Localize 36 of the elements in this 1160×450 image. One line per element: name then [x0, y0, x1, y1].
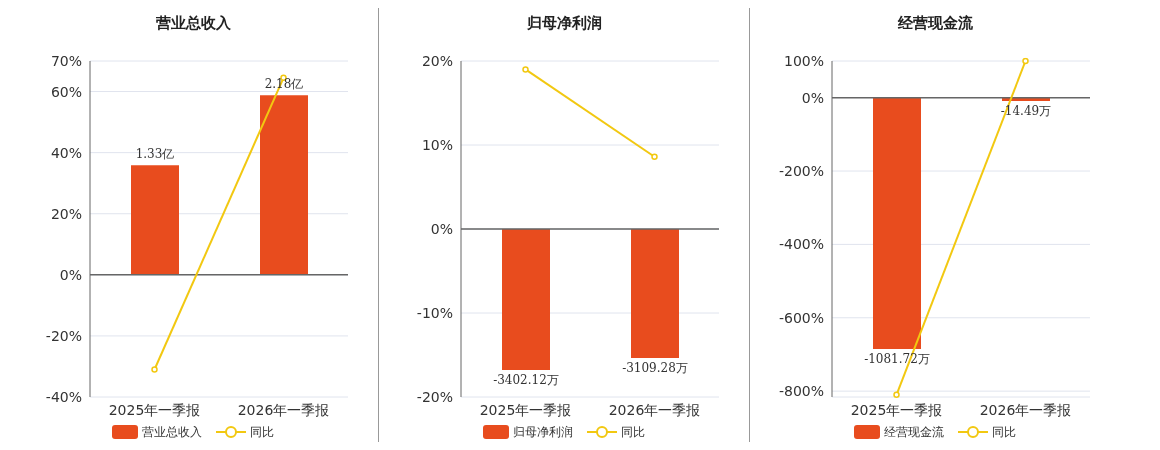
legend-label: 归母净利润 — [513, 423, 573, 441]
x-tick-label: 2025年一季报 — [108, 401, 201, 418]
y-tick-label: 0% — [59, 266, 82, 283]
chart-title: 归母净利润 — [525, 14, 603, 34]
x-tick-label: 2026年一季报 — [979, 401, 1072, 418]
y-tick-label: -20% — [416, 388, 453, 405]
y-tick-label: -10% — [416, 304, 453, 321]
y-tick-label: -800% — [778, 383, 824, 400]
x-tick-label: 2025年一季报 — [479, 401, 572, 418]
y-tick-label: 0% — [801, 89, 824, 106]
legend-label: 营业总收入 — [142, 423, 202, 441]
y-tick-label: 40% — [50, 144, 82, 161]
data-label: 1.33亿 — [135, 147, 175, 162]
chart-title: 营业总收入 — [154, 14, 232, 34]
y-tick-label: 0% — [430, 220, 453, 237]
y-tick-label: -40% — [45, 388, 82, 405]
x-tick-label: 2026年一季报 — [608, 401, 701, 418]
data-label: -3402.12万 — [493, 373, 559, 388]
y-tick-label: 20% — [421, 52, 453, 69]
y-tick-label: -200% — [778, 162, 824, 179]
chart-title: 经营现金流 — [896, 14, 974, 34]
y-tick-label: -400% — [778, 236, 824, 253]
legend-label: 同比 — [992, 423, 1016, 441]
y-tick-label: 60% — [50, 83, 82, 100]
x-tick-label: 2026年一季报 — [237, 401, 330, 418]
y-tick-label: 100% — [783, 52, 824, 69]
legend-label: 经营现金流 — [884, 423, 944, 441]
y-tick-label: 20% — [50, 205, 82, 222]
legend-label: 同比 — [621, 423, 645, 441]
y-tick-label: -600% — [778, 309, 824, 326]
y-tick-label: 70% — [50, 52, 82, 69]
data-label: -3109.28万 — [622, 360, 688, 375]
x-tick-label: 2025年一季报 — [850, 401, 943, 418]
y-tick-label: -20% — [45, 327, 82, 344]
legend-label: 同比 — [250, 423, 274, 441]
y-tick-label: 10% — [421, 136, 453, 153]
